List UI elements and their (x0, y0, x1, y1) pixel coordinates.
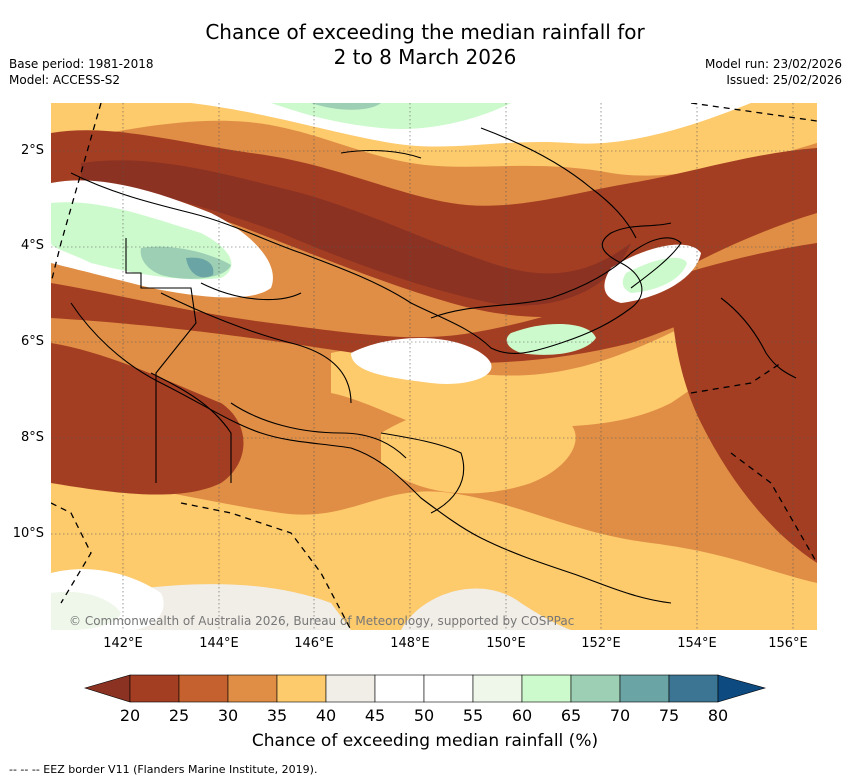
title-line-1: Chance of exceeding the median rainfall … (205, 20, 645, 44)
eez-west-north (51, 103, 102, 284)
contour-55-60-southwest-corner (51, 591, 121, 630)
colorbar-bin (668, 674, 719, 703)
cb-tick-25: 25 (168, 706, 190, 725)
colorbar-bin (374, 674, 425, 703)
lat-label-8s: 8°S (20, 430, 44, 445)
base-period-text: Base period: 1981-2018 (9, 57, 154, 71)
coastlines (70, 127, 797, 604)
model-run-text: Model run: 23/02/2026 (704, 57, 842, 71)
contour-60-65-east (622, 257, 687, 293)
eez-east-2 (730, 452, 817, 564)
colorbar-bin (423, 674, 474, 703)
map-title: Chance of exceeding the median rainfall … (0, 20, 850, 70)
province-border-4 (150, 372, 232, 483)
cb-tick-80: 80 (707, 706, 729, 725)
new-guinea-south-coast (70, 302, 672, 604)
eez-borders (51, 103, 817, 630)
new-ireland-coast (480, 127, 637, 239)
lon-label-148e: 148°E (390, 636, 430, 651)
contour-20-25-southwest (51, 343, 244, 495)
colorbar-bin (472, 674, 523, 703)
cb-tick-35: 35 (266, 706, 288, 725)
province-border-2 (160, 292, 352, 404)
lat-label-10s: 10°S (12, 526, 44, 541)
cb-tick-70: 70 (609, 706, 631, 725)
colorbar-bin (325, 674, 376, 703)
border-west (125, 238, 197, 483)
colorbar-bins (129, 674, 719, 703)
eez-east-1 (690, 362, 782, 394)
cb-tick-45: 45 (364, 706, 386, 725)
province-border-3 (230, 402, 407, 459)
cb-tick-20: 20 (119, 706, 141, 725)
colorbar-bin (129, 674, 180, 703)
eez-footnote: -- -- -- EEZ border V11 (Flanders Marine… (9, 763, 318, 776)
new-guinea-north-coast (70, 172, 672, 354)
contour-60-65-central (506, 323, 596, 355)
contour-65-70-north (311, 103, 381, 110)
manus-coast (340, 150, 422, 159)
meta-left: Base period: 1981-2018 Model: ACCESS-S2 (9, 56, 154, 88)
lon-label-156e: 156°E (768, 636, 808, 651)
colorbar-bin (227, 674, 278, 703)
lon-label-142e: 142°E (103, 636, 143, 651)
contour-70-75-west (186, 257, 214, 278)
eez-south (180, 502, 352, 630)
bougainville-coast (720, 297, 797, 379)
colorbar-bin (521, 674, 572, 703)
eez-west-south (51, 502, 92, 604)
contour-20-25-central (51, 243, 817, 363)
contour-35-40-gulf (381, 402, 576, 494)
colorbar-bin (276, 674, 327, 703)
colorbar (83, 674, 767, 703)
cb-tick-30: 30 (217, 706, 239, 725)
cb-tick-50: 50 (413, 706, 435, 725)
lon-label-144e: 144°E (199, 636, 239, 651)
lon-label-154e: 154°E (677, 636, 717, 651)
province-border-5 (380, 432, 465, 514)
title-line-2: 2 to 8 March 2026 (333, 45, 517, 69)
issued-text: Issued: 25/02/2026 (726, 73, 842, 87)
lat-label-6s: 6°S (20, 334, 44, 349)
colorbar-bin (619, 674, 670, 703)
colorbar-bin (178, 674, 229, 703)
cb-tick-75: 75 (658, 706, 680, 725)
map-canvas (51, 103, 817, 630)
colorbar-bin (570, 674, 621, 703)
copyright-credit: © Commonwealth of Australia 2026, Bureau… (69, 614, 575, 628)
rainfall-probability-map: © Commonwealth of Australia 2026, Bureau… (51, 103, 817, 630)
cb-tick-65: 65 (560, 706, 582, 725)
contour-below-20-north (81, 160, 631, 306)
contour-45-55-central (351, 338, 492, 384)
lon-label-146e: 146°E (294, 636, 334, 651)
cb-tick-60: 60 (511, 706, 533, 725)
meta-right: Model run: 23/02/2026 Issued: 25/02/2026 (705, 56, 842, 88)
contour-35-40-central (331, 253, 817, 435)
colorbar-label: Chance of exceeding median rainfall (%) (251, 731, 599, 751)
contour-20-25-east (671, 243, 817, 563)
contour-40-45-south (401, 588, 571, 630)
new-britain-coast (430, 237, 682, 319)
colorbar-over-arrow (717, 674, 767, 703)
contour-60-65-north (271, 103, 511, 129)
lat-label-4s: 4°S (20, 238, 44, 253)
province-border-1 (200, 282, 302, 301)
cb-tick-40: 40 (315, 706, 337, 725)
model-text: Model: ACCESS-S2 (9, 73, 121, 87)
cb-tick-55: 55 (462, 706, 484, 725)
colorbar-under-arrow (83, 674, 131, 703)
lon-label-152e: 152°E (581, 636, 621, 651)
lat-label-2s: 2°S (20, 143, 44, 158)
lon-label-150e: 150°E (486, 636, 526, 651)
